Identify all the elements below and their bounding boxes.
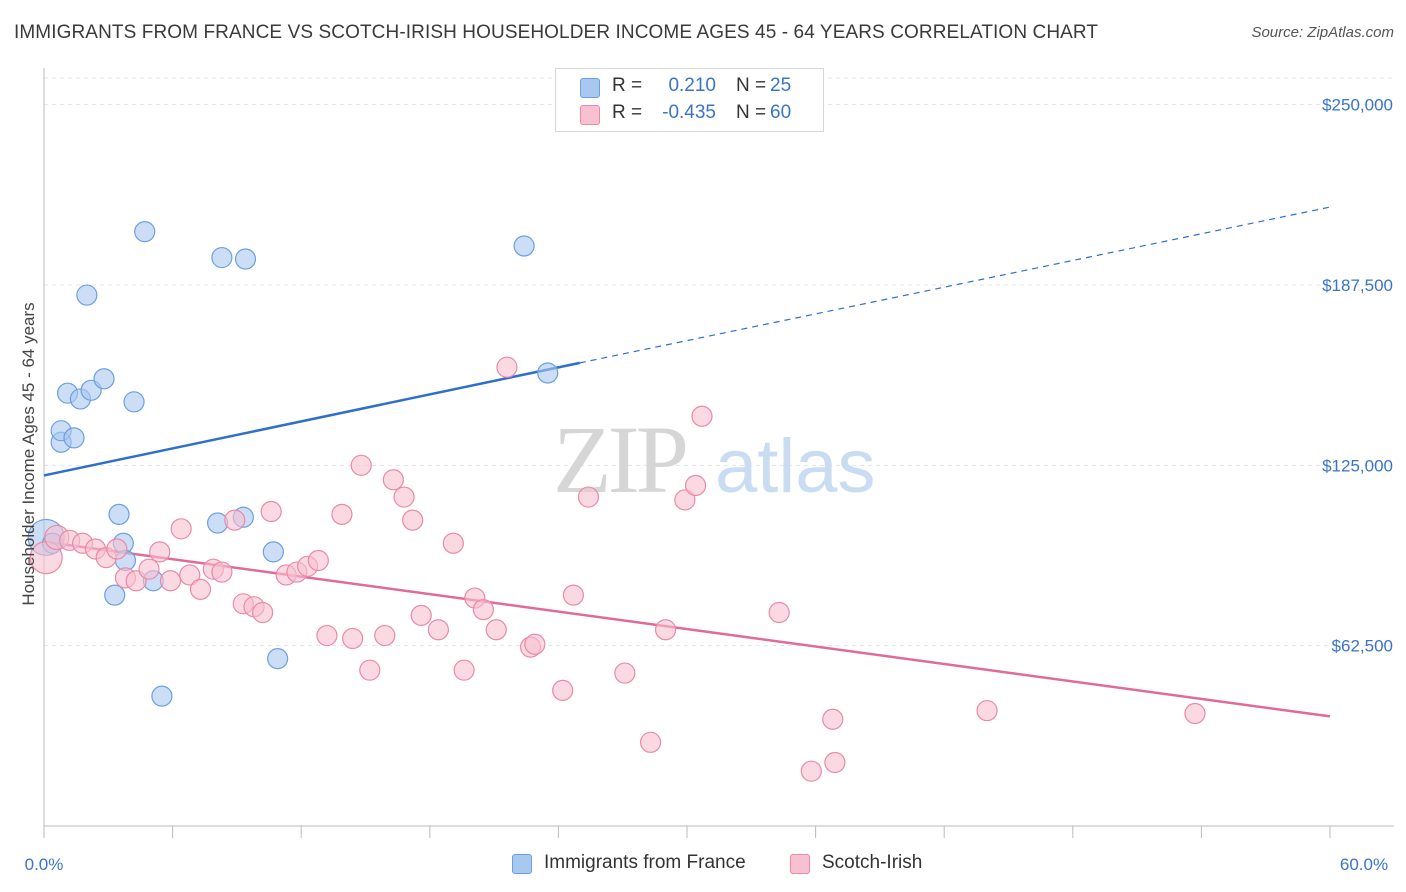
scotch-irish-point xyxy=(552,679,574,701)
data-points xyxy=(27,220,1206,782)
france-point xyxy=(108,503,130,525)
scotch-irish-trend-line xyxy=(43,540,1331,718)
scotch-irish-point xyxy=(211,561,233,583)
scotch-irish-point xyxy=(614,662,636,684)
france-point xyxy=(151,685,173,707)
scotch-irish-point xyxy=(149,541,171,563)
france-point xyxy=(262,541,284,563)
legend-r-value: -0.435 xyxy=(662,102,716,123)
source-label: Source: ZipAtlas.com xyxy=(1251,24,1394,41)
scotch-irish-point xyxy=(976,699,998,722)
scotch-irish-point xyxy=(159,570,182,592)
y-tick-label: $187,500 xyxy=(1322,276,1393,295)
scotch-irish-point xyxy=(342,627,364,650)
scotch-irish-point xyxy=(1184,702,1206,725)
correlation-legend: R = 0.210 N = 25 R = -0.435 N = 60 xyxy=(555,68,824,132)
scotch-irish-point xyxy=(684,474,707,497)
scotch-irish-point xyxy=(393,486,415,508)
france-point xyxy=(267,648,289,670)
scotch-irish-point xyxy=(382,469,404,491)
scotch-irish-point xyxy=(822,708,844,730)
scotch-irish-point xyxy=(224,509,246,531)
scotch-irish-point xyxy=(402,509,424,531)
watermark-atlas: atlas xyxy=(715,424,876,509)
legend-n-label: N = xyxy=(736,102,767,123)
france-point xyxy=(537,362,559,384)
scotch-irish-point xyxy=(442,532,464,554)
scotch-irish-point xyxy=(654,619,677,641)
series-swatch-scotch-irish xyxy=(790,854,810,874)
scotch-irish-point xyxy=(106,538,128,560)
y-tick-label: $62,500 xyxy=(1332,637,1393,656)
scotch-irish-point xyxy=(179,564,201,586)
france-point xyxy=(513,235,535,257)
scotch-irish-point xyxy=(824,751,846,774)
scotch-irish-point xyxy=(189,578,212,600)
series-label-france: Immigrants from France xyxy=(544,852,746,873)
scotch-irish-point xyxy=(674,489,696,511)
x-tick-labels: 0.0% 60.0% xyxy=(25,855,1388,874)
series-swatch-france xyxy=(512,854,532,874)
france-point xyxy=(134,220,156,243)
legend-r-label: R = xyxy=(612,102,643,123)
scotch-irish-point xyxy=(453,659,475,681)
legend-r-value: 0.210 xyxy=(668,75,716,96)
scotch-irish-point xyxy=(485,619,507,641)
legend-swatch-scotch-irish xyxy=(580,105,600,125)
y-tick-labels: $62,500 $125,000 $187,500 $250,000 xyxy=(1322,96,1393,656)
chart-title: IMMIGRANTS FROM FRANCE VS SCOTCH-IRISH H… xyxy=(14,22,1099,43)
watermark-zip: ZIP xyxy=(553,406,686,513)
france-point xyxy=(93,368,115,390)
scotch-irish-point xyxy=(472,598,494,621)
france-point xyxy=(63,427,85,449)
scotch-irish-point xyxy=(496,356,518,378)
y-axis-label: Householder Income Ages 45 - 64 years xyxy=(19,302,38,605)
scotch-irish-point xyxy=(374,624,396,647)
france-point xyxy=(234,248,257,270)
trend-lines xyxy=(43,206,1331,718)
france-point xyxy=(104,584,126,606)
scotch-irish-point xyxy=(800,760,822,782)
scotch-irish-point xyxy=(350,454,372,476)
legend-n-value: 60 xyxy=(770,102,792,123)
legend-swatch-france xyxy=(580,78,600,98)
scotch-irish-point xyxy=(260,500,282,523)
y-tick-label: $125,000 xyxy=(1322,456,1393,475)
legend-n-label: N = xyxy=(736,75,767,96)
legend-r-label: R = xyxy=(612,75,643,96)
gridlines xyxy=(44,77,1394,647)
france-point xyxy=(211,246,233,269)
scotch-irish-point xyxy=(639,731,662,753)
scotch-irish-point xyxy=(691,405,713,427)
scotch-irish-point xyxy=(768,601,790,624)
scotch-irish-point xyxy=(138,558,160,580)
scotch-irish-point xyxy=(562,584,585,606)
scotch-irish-point xyxy=(252,601,274,624)
scotch-irish-point xyxy=(524,633,546,655)
scotch-irish-point xyxy=(427,619,449,641)
france-point xyxy=(123,391,145,413)
scotch-irish-point xyxy=(170,518,192,540)
y-tick-label: $250,000 xyxy=(1322,96,1393,115)
axes xyxy=(43,68,1394,838)
france-point xyxy=(76,284,98,306)
scotch-irish-point xyxy=(331,503,353,525)
x-tick-label: 60.0% xyxy=(1340,855,1388,874)
france-trend-extension xyxy=(579,206,1331,364)
series-legend: Immigrants from France Scotch-Irish xyxy=(0,852,1406,878)
series-label-scotch-irish: Scotch-Irish xyxy=(822,852,923,873)
scotch-irish-point xyxy=(577,486,600,508)
watermark: ZIP atlas xyxy=(553,406,876,513)
france-trend-line xyxy=(43,361,581,477)
x-tick-label: 0.0% xyxy=(25,855,64,874)
scotch-irish-point xyxy=(359,659,381,681)
legend-n-value: 25 xyxy=(770,75,792,96)
scotch-irish-point xyxy=(316,624,338,647)
scotch-irish-point xyxy=(307,549,329,572)
scotch-irish-point xyxy=(410,604,432,626)
